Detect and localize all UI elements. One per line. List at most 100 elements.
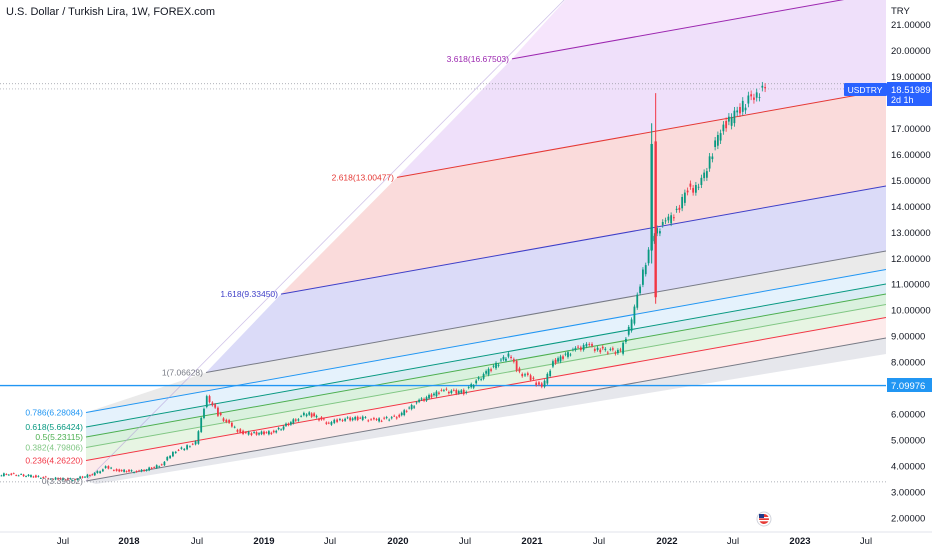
candle-body — [692, 188, 695, 193]
candle-body — [10, 473, 13, 475]
x-tick-label: 2023 — [789, 536, 810, 547]
candle-body — [258, 433, 260, 435]
candle-body — [460, 390, 463, 393]
y-tick-label: 4.00000 — [891, 462, 925, 473]
candle-body — [203, 408, 205, 418]
candle-body — [62, 478, 64, 480]
candle-body — [418, 399, 420, 402]
y-tick-label: 8.00000 — [891, 358, 925, 369]
candle-body — [125, 471, 128, 472]
symbol-tag[interactable]: USDTRY — [844, 83, 887, 96]
hline-price-value: 7.09976 — [891, 381, 925, 392]
candle-body — [88, 475, 91, 476]
candle-body — [305, 414, 308, 417]
candle-body — [30, 475, 32, 477]
candle-body — [163, 461, 166, 466]
candle-body — [64, 479, 67, 481]
candle-body — [703, 172, 706, 179]
candle-body — [69, 478, 72, 480]
candle-body — [214, 404, 217, 408]
last-price-countdown: 2d 1h — [891, 95, 914, 105]
candle-body — [733, 110, 736, 124]
candle-body — [247, 431, 250, 435]
candle-body — [160, 464, 163, 466]
candle-body — [438, 392, 440, 394]
candle-body — [282, 426, 285, 430]
candle-body — [736, 110, 739, 113]
fib-band-fill — [86, 284, 886, 437]
candle-body — [390, 417, 393, 419]
candle-body — [472, 385, 475, 388]
candle-body — [656, 228, 658, 234]
candle-body — [272, 430, 275, 433]
candle-body — [455, 390, 458, 394]
candle-body — [467, 387, 470, 388]
candle-body — [15, 475, 18, 477]
candle-body — [110, 467, 113, 469]
candle-body — [315, 415, 318, 418]
candle-body — [593, 349, 596, 351]
candle-body — [118, 469, 121, 472]
candle-body — [143, 469, 146, 472]
y-tick-label: 6.00000 — [891, 410, 925, 421]
us-flag-icon[interactable] — [756, 511, 772, 527]
candle-body — [642, 269, 644, 285]
candle-body — [383, 417, 386, 419]
candle-body — [123, 469, 126, 472]
candle-body — [275, 430, 278, 433]
candle-body — [490, 369, 492, 371]
candle-body — [408, 407, 411, 409]
candle-body — [616, 350, 619, 354]
candle-body — [480, 378, 483, 380]
fib-level-label: 0.382(4.79806) — [25, 443, 83, 453]
x-tick-label: Jul — [57, 536, 69, 547]
candle-body — [194, 441, 197, 445]
candle-body — [230, 422, 233, 427]
candle-body — [567, 352, 569, 357]
candle-body — [225, 419, 228, 423]
candle-body — [32, 476, 35, 478]
candle-body — [336, 419, 338, 422]
candle-body — [670, 215, 673, 224]
candle-body — [440, 389, 443, 391]
candle-body — [532, 377, 535, 379]
candle-body — [559, 356, 562, 362]
candle-body — [485, 371, 487, 374]
fib-level-line — [85, 304, 887, 448]
candle-body — [140, 469, 143, 472]
time-axis[interactable] — [0, 532, 932, 550]
candle-body — [205, 396, 208, 407]
candle-body — [150, 467, 153, 469]
candle-body — [639, 286, 641, 294]
fib-channel-lines — [85, 0, 887, 482]
candle-body — [647, 249, 650, 264]
hline-price-label: 7.09976 — [887, 378, 932, 392]
candle-body — [400, 412, 403, 416]
last-price-label: 18.51989 2d 1h — [887, 82, 932, 106]
fib-band-fill — [281, 90, 886, 295]
candle-body — [327, 422, 330, 424]
y-tick-label: 16.00000 — [891, 150, 931, 161]
candle-body — [433, 393, 435, 396]
fib-level-label: 0.236(4.26220) — [25, 456, 83, 466]
candle-body — [35, 475, 37, 478]
candle-body — [5, 474, 8, 475]
fib-band-fill — [86, 338, 886, 484]
candle-body — [308, 412, 311, 415]
x-tick-label: Jul — [324, 536, 336, 547]
candle-body — [222, 418, 225, 421]
symbol-tag-text: USDTRY — [848, 85, 883, 95]
candle-body — [96, 471, 99, 473]
candle-body — [287, 423, 290, 426]
candle-body — [540, 383, 543, 387]
fib-band-fill — [397, 0, 886, 178]
candle-body — [183, 448, 186, 450]
candle-body — [521, 374, 524, 377]
candle-body — [627, 326, 630, 335]
candle-body — [518, 368, 521, 372]
fib-diagonal — [85, 0, 565, 482]
candle-body — [12, 473, 15, 475]
x-tick-label: 2021 — [521, 536, 543, 547]
candle-body — [385, 417, 388, 419]
